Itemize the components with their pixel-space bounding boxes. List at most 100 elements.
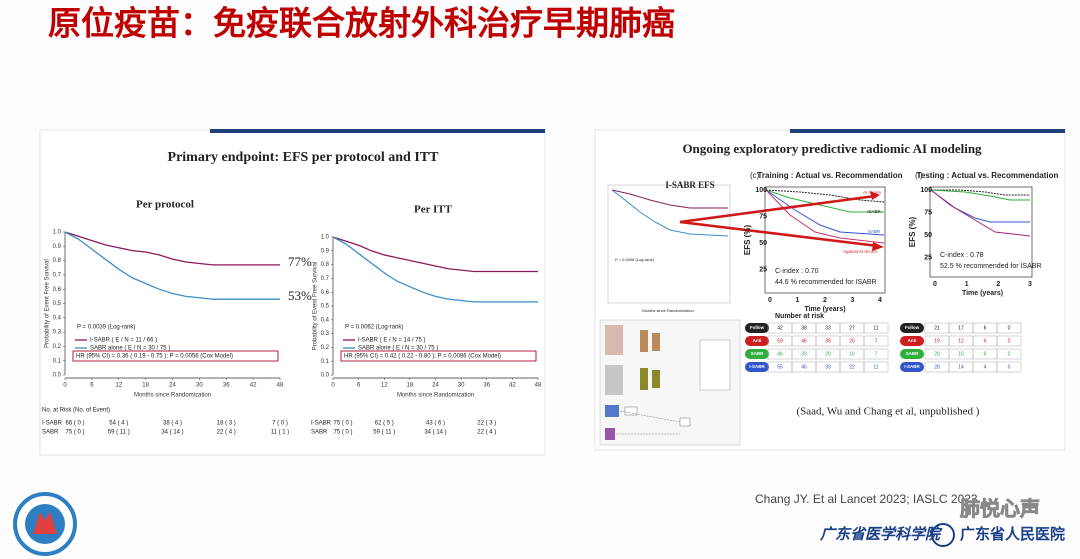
- org-logo: [931, 523, 955, 547]
- risk-cell: 75 ( 0 ): [333, 421, 352, 427]
- cell: 59: [777, 338, 783, 344]
- x-tick-label: 18: [407, 383, 414, 389]
- row-label: SABR: [751, 351, 765, 356]
- y-tick-label: 100: [920, 187, 932, 194]
- hr-box: [72, 350, 279, 362]
- x-tick-label: 48: [277, 383, 284, 389]
- y-axis-label: Probability of Event Free Survival: [313, 262, 319, 351]
- slide-title: 原位疫苗：免疫联合放射外科治疗早期肺癌: [48, 5, 675, 42]
- y-tick-label: 50: [924, 232, 932, 239]
- x-tick-label: 1: [965, 281, 969, 288]
- chart-title: Per ITT: [414, 204, 453, 216]
- y-tick-label: 25: [759, 266, 767, 273]
- x-tick-label: 3: [1028, 281, 1032, 288]
- x-tick-label: 6: [90, 383, 94, 389]
- risk-title: No. at Risk (No. of Event): [42, 408, 110, 414]
- y-tick-label: 0.8: [53, 258, 62, 264]
- row-pill: [900, 362, 924, 372]
- model-diagram: [599, 319, 741, 446]
- cell: 33: [825, 325, 831, 331]
- hr-text: HR (95% CI) = 0.36 ( 0.19 - 0.75 ); P = …: [76, 354, 233, 360]
- cell: 7: [875, 338, 878, 344]
- risk-cell: 22 ( 4 ): [477, 430, 496, 436]
- risk-cell: 22 ( 4 ): [217, 430, 236, 436]
- cell: 46: [801, 338, 807, 344]
- row-pill: [745, 362, 769, 372]
- row-pill: [900, 349, 924, 359]
- x-tick-label: 4: [878, 297, 882, 304]
- plot-title: Testing : Actual vs. Recommendation: [917, 171, 1059, 180]
- training-plot: [764, 186, 886, 294]
- mini-title: I-SABR EFS: [665, 180, 714, 190]
- survival-curve: [64, 231, 280, 266]
- legend-label: I-SABR ( E / N = 14 / 75 ): [358, 338, 426, 344]
- x-tick-label: 30: [458, 383, 465, 389]
- testing-curve: [931, 189, 1030, 196]
- y-tick-label: 100: [755, 187, 767, 194]
- c-index: C-index : 0.70: [775, 268, 819, 275]
- row-pill: [745, 336, 769, 346]
- left-panel: [39, 129, 546, 456]
- risk-cell: 43 ( 6 ): [426, 421, 445, 427]
- cell: 0: [1008, 338, 1011, 344]
- org-name: 广东省人民医院: [960, 525, 1065, 543]
- cell-box: [996, 361, 1022, 373]
- y-tick-label: 0.2: [53, 344, 62, 350]
- cell: 16: [849, 351, 855, 357]
- y-tick-label: 0.5: [53, 301, 62, 307]
- x-tick-label: 48: [535, 383, 542, 389]
- cell: 26: [849, 338, 855, 344]
- row-pill: [900, 323, 924, 333]
- x-tick-label: 3: [851, 297, 855, 304]
- x-tick-label: 24: [432, 383, 439, 389]
- risk-cell: 11 ( 1 ): [271, 430, 290, 436]
- end-label: 53%: [288, 288, 312, 303]
- cell-box: [996, 348, 1022, 360]
- x-axis-label: Months since Randomization: [134, 393, 211, 399]
- cell: 46: [777, 351, 783, 357]
- y-tick-label: 0.0: [321, 373, 330, 379]
- x-tick-label: 0: [331, 383, 335, 389]
- plot-tag: (c): [750, 171, 760, 180]
- cell: 22: [849, 364, 855, 370]
- y-tick-label: 1.0: [53, 230, 62, 236]
- cell: 12: [958, 338, 964, 344]
- hr-text: HR (95% CI) = 0.42 ( 0.22 - 0.80 ); P = …: [344, 354, 501, 360]
- y-tick-label: 0.2: [321, 345, 330, 351]
- x-tick-label: 12: [115, 383, 122, 389]
- legend-label: I-SABR ( E / N = 11 / 66 ): [90, 338, 157, 344]
- x-tick-label: 0: [768, 297, 772, 304]
- cell: 11: [873, 325, 878, 331]
- c-index: C-index : 0.78: [940, 252, 984, 259]
- cell: 55: [777, 364, 783, 370]
- legend-label: SABR alone ( E / N = 30 / 75 ): [90, 346, 170, 352]
- survival-curve: [64, 231, 280, 300]
- survival-curve: [332, 236, 538, 303]
- y-tick-label: 0.5: [321, 304, 330, 310]
- arrow: [679, 220, 879, 248]
- y-tick-label: 0.9: [321, 248, 330, 254]
- x-tick-label: 12: [381, 383, 388, 389]
- curve-label: Against AI recom: [843, 249, 877, 254]
- y-tick-label: 50: [759, 240, 767, 247]
- cell: 27: [849, 325, 855, 331]
- y-tick-label: 0.4: [53, 315, 62, 321]
- cell: 38: [825, 338, 831, 344]
- reference: Chang JY. Et al Lancet 2023; IASLC 2023: [755, 492, 978, 506]
- x-tick-label: 2: [823, 297, 827, 304]
- row-label: I-SABR: [904, 364, 920, 369]
- p-value: P = 0.0039 (Log-rank): [77, 325, 135, 331]
- y-tick-label: 0.3: [53, 330, 62, 336]
- y-axis-label: EFS (%): [743, 225, 752, 256]
- cell: 42: [777, 325, 783, 331]
- cell: 6: [984, 351, 987, 357]
- plot-tag: (f): [915, 171, 923, 180]
- risk-row-label: I-SABR: [311, 421, 332, 427]
- cell: 6: [984, 325, 987, 331]
- y-tick-label: 0.3: [321, 331, 330, 337]
- citation: (Saad, Wu and Chang et al, unpublished ): [797, 406, 980, 418]
- risk-row-label: SABR: [311, 430, 328, 436]
- x-tick-label: 1: [796, 297, 800, 304]
- training-curve: [765, 189, 884, 213]
- end-label: 77%: [288, 254, 312, 269]
